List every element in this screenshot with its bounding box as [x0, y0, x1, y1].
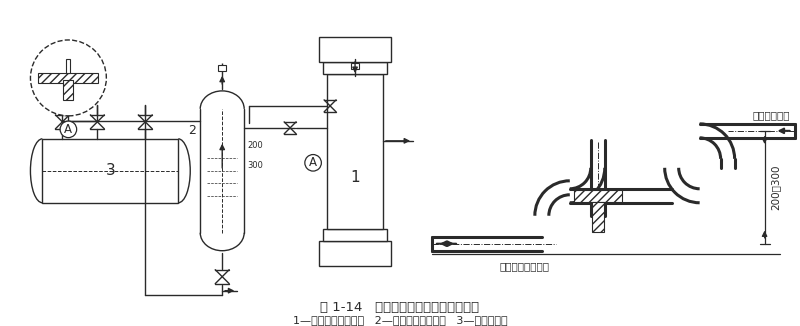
Bar	[42, 139, 178, 203]
Text: A: A	[64, 123, 72, 136]
Circle shape	[30, 40, 106, 116]
Bar	[218, 65, 226, 71]
Bar	[319, 241, 391, 266]
Bar	[66, 59, 70, 73]
Bar	[319, 37, 391, 62]
Text: A: A	[309, 156, 317, 169]
Bar	[351, 63, 359, 69]
Bar	[327, 74, 383, 229]
Text: 2: 2	[188, 124, 196, 137]
Bar	[574, 190, 622, 202]
Text: 油氨分离器进液管: 油氨分离器进液管	[500, 261, 550, 271]
Bar	[38, 73, 98, 83]
Text: 图 1-14   洗涤式氨油分离器安装示意图: 图 1-14 洗涤式氨油分离器安装示意图	[321, 301, 479, 314]
Bar	[63, 80, 74, 100]
Bar	[323, 62, 387, 74]
Bar	[592, 202, 604, 232]
Text: 200: 200	[247, 141, 263, 150]
Text: 200～300: 200～300	[770, 165, 781, 210]
Text: 300: 300	[247, 161, 263, 170]
Bar	[323, 229, 387, 241]
Text: 3: 3	[106, 163, 115, 178]
Text: 冷凝器出液管: 冷凝器出液管	[752, 110, 790, 120]
Text: 1—立式壳管式冷凝器   2—洗涤式氨油分离器   3—高压贮液桶: 1—立式壳管式冷凝器 2—洗涤式氨油分离器 3—高压贮液桶	[293, 315, 507, 325]
Text: 1: 1	[350, 170, 360, 185]
